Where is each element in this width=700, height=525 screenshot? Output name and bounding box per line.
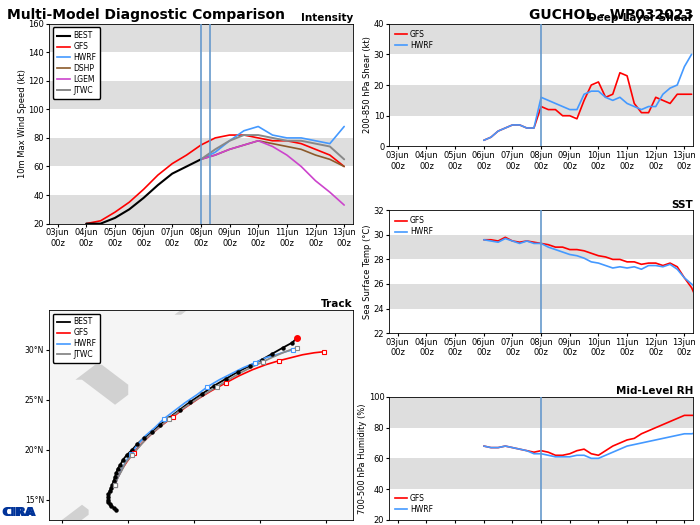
Bar [389, 85, 693, 116]
Bar [389, 284, 693, 309]
Bar [49, 24, 353, 52]
Polygon shape [135, 240, 280, 340]
Bar [49, 195, 353, 224]
Y-axis label: 10m Max Wind Speed (kt): 10m Max Wind Speed (kt) [18, 69, 27, 178]
Legend: GFS, HWRF: GFS, HWRF [393, 491, 435, 516]
Text: Deep-Layer Shear: Deep-Layer Shear [588, 13, 693, 23]
Bar [389, 397, 693, 428]
Legend: GFS, HWRF: GFS, HWRF [393, 214, 435, 238]
Bar [49, 81, 353, 109]
Bar [49, 138, 353, 166]
Legend: BEST, GFS, HWRF, DSHP, LGEM, JTWC: BEST, GFS, HWRF, DSHP, LGEM, JTWC [52, 27, 100, 99]
Y-axis label: Sea Surface Temp (°C): Sea Surface Temp (°C) [363, 225, 372, 319]
Y-axis label: 200-850 hPa Shear (kt): 200-850 hPa Shear (kt) [363, 37, 372, 133]
Text: Mid-Level RH: Mid-Level RH [615, 386, 693, 396]
Legend: BEST, GFS, HWRF, JTWC: BEST, GFS, HWRF, JTWC [52, 313, 100, 363]
Text: GUCHOL - WP032023: GUCHOL - WP032023 [528, 8, 693, 22]
Text: CIRA: CIRA [1, 506, 34, 519]
Text: Track: Track [321, 299, 353, 309]
Y-axis label: 700-500 hPa Humidity (%): 700-500 hPa Humidity (%) [358, 403, 368, 513]
Text: SST: SST [671, 200, 693, 209]
Text: CIRA: CIRA [4, 506, 36, 519]
Polygon shape [62, 365, 128, 405]
Bar [389, 24, 693, 54]
Bar [389, 458, 693, 489]
Text: Intensity: Intensity [300, 13, 353, 23]
Bar [389, 235, 693, 259]
Legend: GFS, HWRF: GFS, HWRF [393, 27, 435, 52]
Text: Multi-Model Diagnostic Comparison: Multi-Model Diagnostic Comparison [7, 8, 285, 22]
Polygon shape [49, 505, 89, 525]
